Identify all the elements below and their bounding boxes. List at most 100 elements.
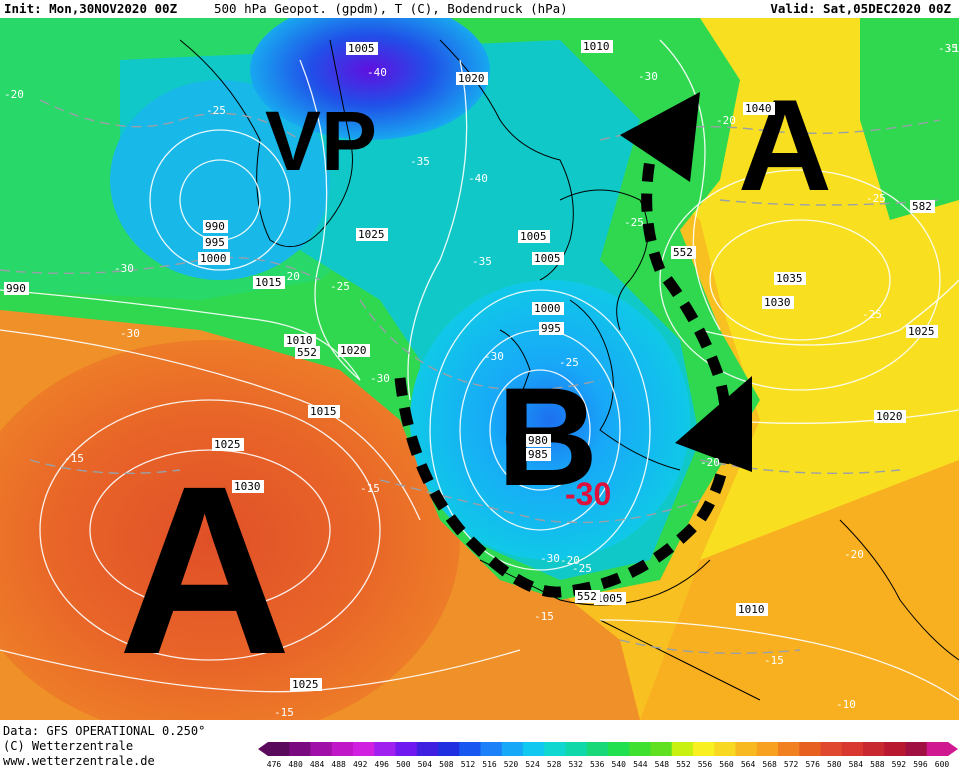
scale-swatch xyxy=(438,742,460,756)
scale-swatch xyxy=(905,742,928,756)
temperature-label: -25 xyxy=(206,104,226,117)
scale-swatch xyxy=(650,742,673,756)
scale-tick-label: 560 xyxy=(719,760,734,769)
temperature-label: -10 xyxy=(836,698,856,711)
isobar-label: 1025 xyxy=(908,325,935,338)
isobar-label: 1020 xyxy=(876,410,903,423)
isobar-label: 1005 xyxy=(520,230,547,243)
isobar-label-bg xyxy=(532,302,564,315)
scale-tick-label: 516 xyxy=(482,760,497,769)
scale-tick-label: 532 xyxy=(568,760,583,769)
scale-tick-label: 588 xyxy=(870,760,885,769)
website-url: www.wetterzentrale.de xyxy=(3,754,155,768)
isobar-label: 1010 xyxy=(583,40,610,53)
data-source: Data: GFS OPERATIONAL 0.250° xyxy=(3,724,206,738)
scale-swatch xyxy=(416,742,439,756)
temperature-label: -15 xyxy=(274,706,294,719)
isobar-label: 995 xyxy=(541,322,561,335)
isobar-label: 1010 xyxy=(286,334,313,347)
temperature-label: -15 xyxy=(534,610,554,623)
isobar-label-bg xyxy=(594,592,626,605)
scale-swatch xyxy=(501,742,524,756)
isobar-label-bg xyxy=(762,296,794,309)
isobar-label: 1030 xyxy=(234,480,261,493)
temperature-label: -20 xyxy=(560,554,580,567)
isotherms xyxy=(0,99,941,655)
temperature-label: -30 xyxy=(370,372,390,385)
scale-tick-label: 572 xyxy=(784,760,799,769)
weather-map: VP A A B -30 100510101020104099099510001… xyxy=(0,18,959,720)
field-low-core xyxy=(410,280,690,560)
scale-tick-label: 544 xyxy=(633,760,648,769)
temperature-label: -30 xyxy=(120,327,140,340)
temperature-label: -30 xyxy=(484,350,504,363)
temperature-label: -15 xyxy=(360,482,380,495)
arrow-south-icon xyxy=(675,376,752,472)
isobar-label: 1000 xyxy=(200,252,227,265)
temperature-label: -15 xyxy=(64,452,84,465)
scale-tick-label: 552 xyxy=(676,760,691,769)
scale-swatch xyxy=(671,742,694,756)
label-high-east: A xyxy=(738,72,832,218)
temperature-label: -40 xyxy=(468,172,488,185)
scale-tick-label: 592 xyxy=(892,760,907,769)
isobar-label: 1010 xyxy=(738,603,765,616)
isobar-label-bg xyxy=(518,230,550,243)
isobar-label-bg xyxy=(356,228,388,241)
isobar-label-bg xyxy=(212,438,244,451)
temperature-label: -15 xyxy=(764,654,784,667)
scale-tick-label: 480 xyxy=(288,760,303,769)
temperature-label: -20 xyxy=(4,88,24,101)
isobar-label-bg xyxy=(874,410,906,423)
arrow-north-icon xyxy=(620,92,700,182)
scale-swatch xyxy=(714,742,736,756)
isobar-label-bg xyxy=(671,246,696,259)
isobar-label-bg xyxy=(253,276,285,289)
temperature-label: -20 xyxy=(716,114,736,127)
temperature-label: -30 xyxy=(540,552,560,565)
isobar-label: 1005 xyxy=(534,252,561,265)
isobar-label: 1040 xyxy=(745,102,772,115)
scale-swatch xyxy=(756,742,779,756)
temperature-label: -25 xyxy=(624,216,644,229)
temperature-label: -30 xyxy=(114,262,134,275)
scale-tick-label: 568 xyxy=(762,760,777,769)
isobar-label-bg xyxy=(284,334,316,347)
temperature-label: -20 xyxy=(700,456,720,469)
isobar-label-bg xyxy=(910,200,935,213)
scale-tick-label: 564 xyxy=(741,760,756,769)
scale-tick-label: 488 xyxy=(331,760,346,769)
scale-swatch xyxy=(884,742,906,756)
valid-time: Valid: Sat,05DEC2020 00Z xyxy=(770,1,951,16)
scale-tick-label: 496 xyxy=(375,760,390,769)
map-header: Init: Mon,30NOV2020 00Z 500 hPa Geopot. … xyxy=(0,0,959,18)
scale-tick-label: 536 xyxy=(590,760,605,769)
isobar-label: 980 xyxy=(528,434,548,447)
temperature-label: -25 xyxy=(330,280,350,293)
temperature-label: -25 xyxy=(866,192,886,205)
temperature-labels: -35-40 -30-20-25-35-40-35-25-25-30-20-25-… xyxy=(4,42,959,719)
scale-swatch xyxy=(778,742,800,756)
isobar-label: 582 xyxy=(912,200,932,213)
scale-tick-label: 508 xyxy=(439,760,454,769)
scale-tick-label: 500 xyxy=(396,760,411,769)
scale-swatch xyxy=(395,742,418,756)
isobar-label: 1035 xyxy=(776,272,803,285)
isobar-label: 1015 xyxy=(255,276,282,289)
isobar-label: 1025 xyxy=(292,678,319,691)
scale-swatch xyxy=(629,742,651,756)
temperature-label: -25 xyxy=(559,356,579,369)
isobar-label-bg xyxy=(232,480,264,493)
scale-swatch xyxy=(310,742,333,756)
label-low-temp: -30 xyxy=(565,476,611,512)
scale-swatch xyxy=(735,742,758,756)
isobar-label-bg xyxy=(203,220,228,233)
field-cyan-vortex-west xyxy=(110,80,330,280)
isobar-label-bg xyxy=(526,448,551,461)
scale-tick-label: 600 xyxy=(935,760,950,769)
scale-tick-label: 584 xyxy=(849,760,864,769)
scale-swatch xyxy=(841,742,864,756)
isobar-label-bg xyxy=(906,325,938,338)
scale-tick-label: 492 xyxy=(353,760,368,769)
scale-right-arrow-icon xyxy=(948,742,958,756)
